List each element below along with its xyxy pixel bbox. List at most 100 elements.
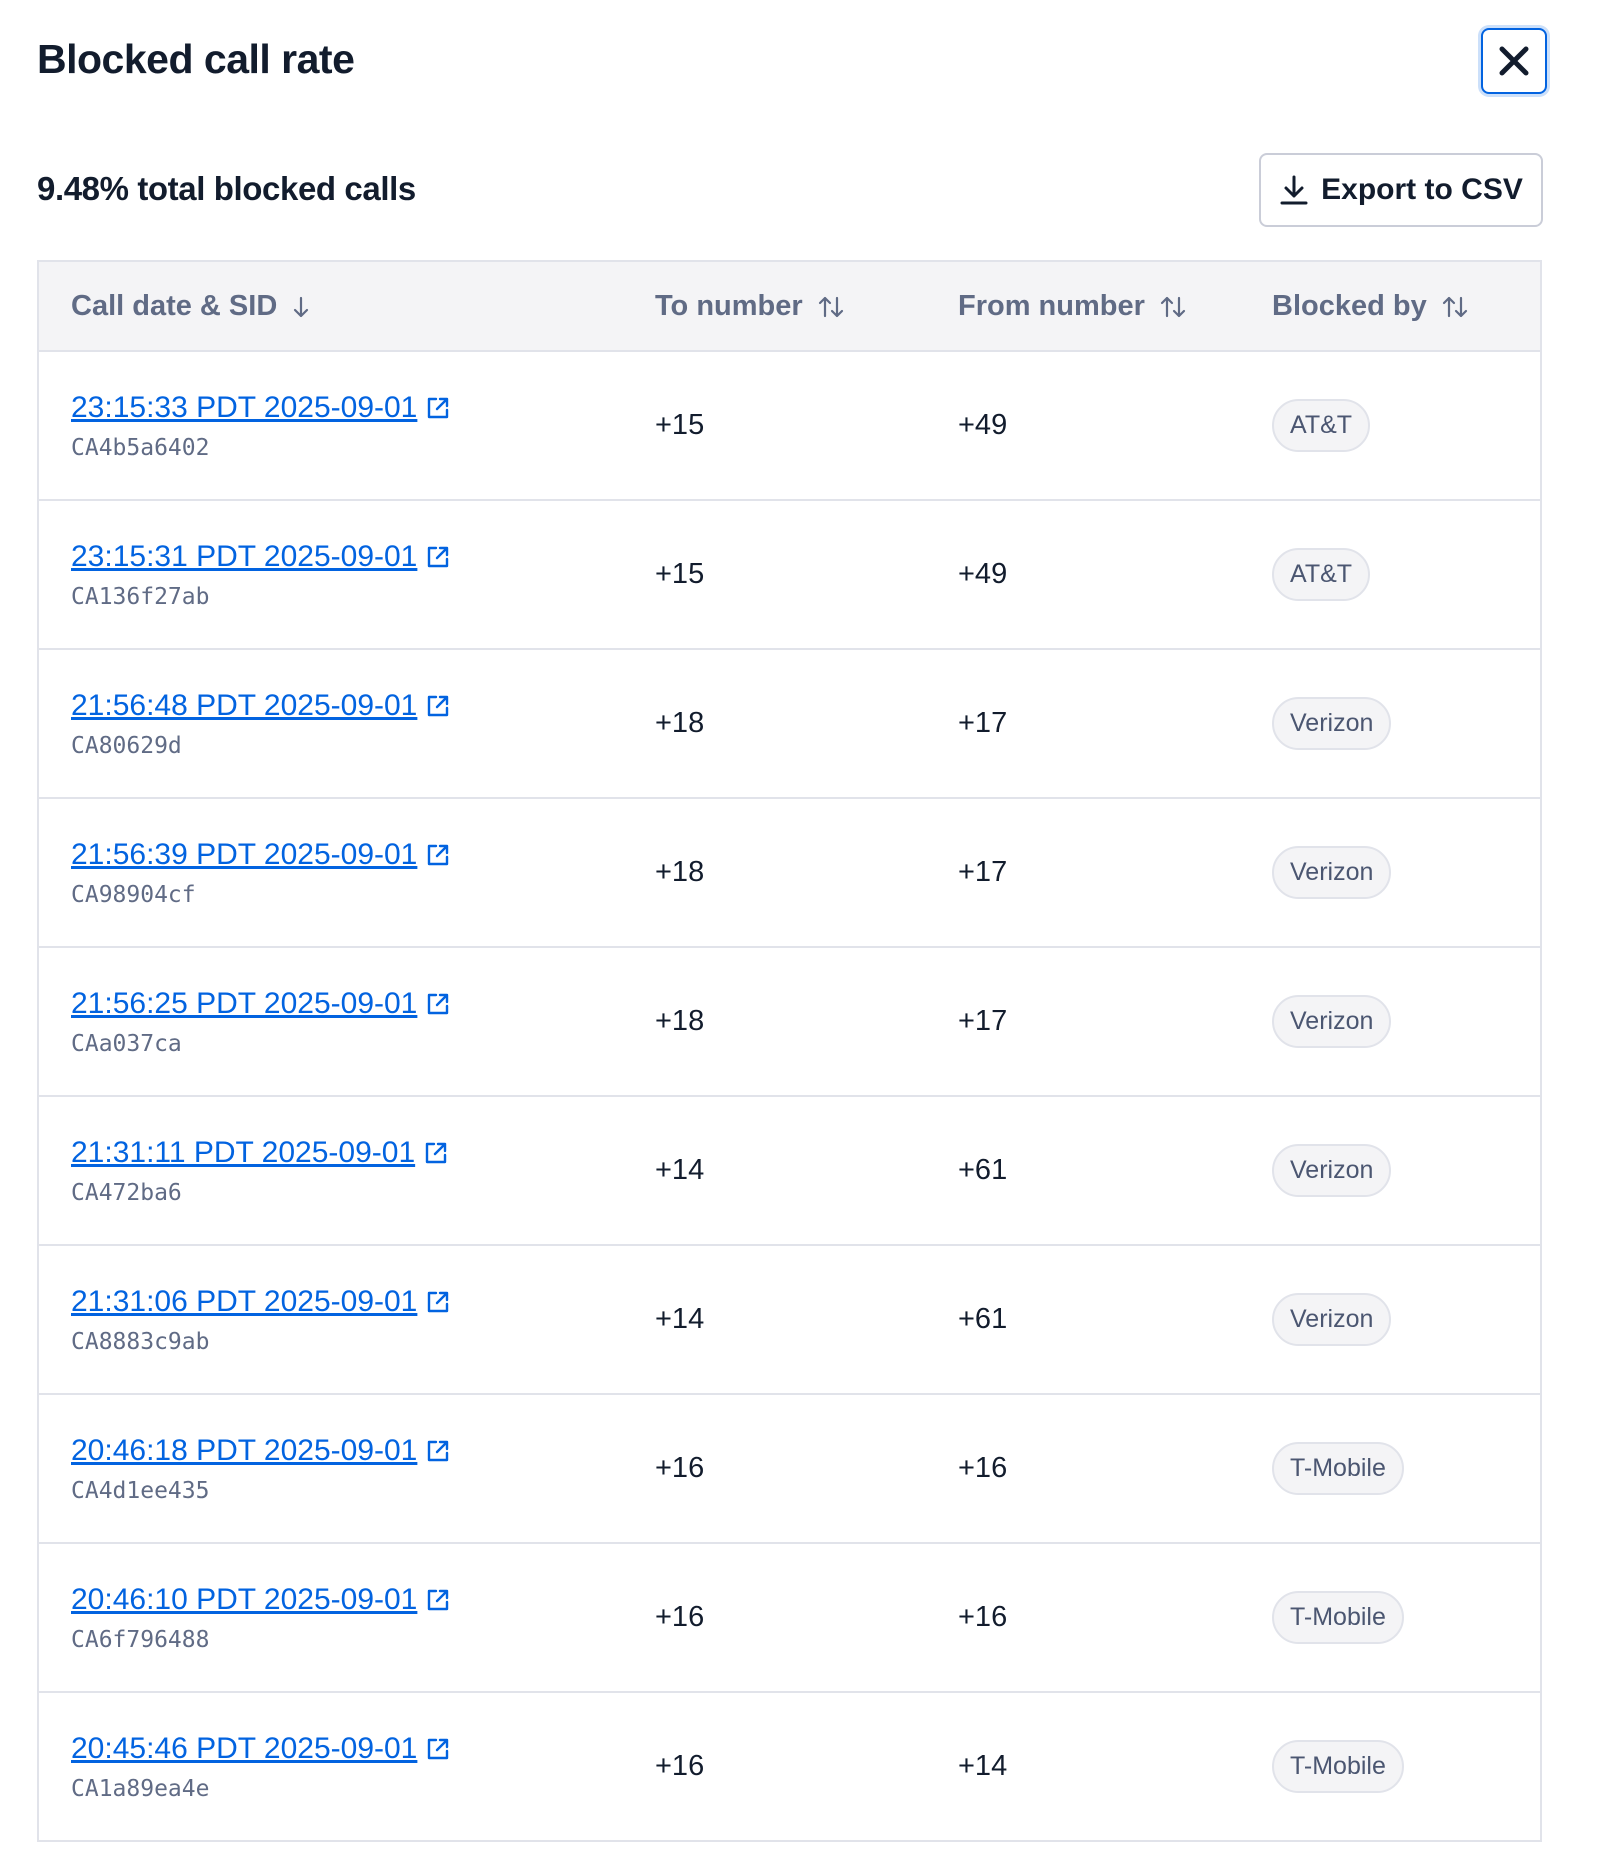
external-link-icon — [428, 844, 449, 865]
close-button[interactable] — [1481, 28, 1547, 94]
call-row: 23:15:33 PDT 2025-09-01 CA4b5a6402 +15 +49 A… — [38, 351, 1541, 501]
column-header[interactable]: From number — [958, 261, 1272, 352]
call-row: 21:56:48 PDT 2025-09-01 CA80629d +18 +17 Ver… — [38, 649, 1541, 799]
from-number: +61 — [958, 1245, 1272, 1395]
external-link-icon — [428, 1589, 449, 1610]
call-link[interactable]: 21:56:39 PDT 2025-09-01 — [71, 838, 451, 872]
sort-control[interactable] — [1159, 295, 1187, 319]
call-sid: CAa037ca — [71, 1030, 182, 1057]
call-row: 21:56:39 PDT 2025-09-01 CA98904cf +18 +17 Ve… — [38, 798, 1541, 948]
carrier-badge: T-Mobile — [1272, 1442, 1404, 1495]
call-row: 20:46:18 PDT 2025-09-01 CA4d1ee435 +16 +16 T… — [38, 1394, 1541, 1544]
sort-icon — [818, 296, 843, 317]
column-header[interactable]: Blocked by — [1272, 261, 1541, 352]
to-number: +16 — [655, 1394, 958, 1544]
call-row: 23:15:31 PDT 2025-09-01 CA136f27ab +15 +49 A… — [38, 500, 1541, 650]
call-date: 21:56:39 PDT 2025-09-01 — [71, 837, 418, 871]
from-number: +16 — [958, 1394, 1272, 1544]
call-link[interactable]: 20:46:18 PDT 2025-09-01 — [71, 1434, 451, 1468]
summary: 9.48% total blocked calls — [37, 170, 416, 207]
sort-desc-icon — [294, 296, 309, 317]
call-cell: 21:56:39 PDT 2025-09-01 CA98904cf — [38, 798, 655, 948]
blocked-cell: T-Mobile — [1272, 1543, 1541, 1693]
call-sid: CA4d1ee435 — [71, 1477, 210, 1504]
call-row: 20:46:10 PDT 2025-09-01 CA6f796488 +16 +16 T… — [38, 1543, 1541, 1693]
external-link-icon — [428, 1440, 449, 1461]
calls-table: Call date & SID To number From number Block… — [37, 260, 1542, 1842]
carrier-badge: T-Mobile — [1272, 1740, 1404, 1793]
call-date: 21:31:06 PDT 2025-09-01 — [71, 1284, 418, 1318]
blocked-cell: Verizon — [1272, 1096, 1541, 1246]
call-row: 21:56:25 PDT 2025-09-01 CAa037ca +18 +17 Ver… — [38, 947, 1541, 1097]
external-link-icon — [428, 1291, 449, 1312]
to-number: +18 — [655, 947, 958, 1097]
call-cell: 21:56:25 PDT 2025-09-01 CAa037ca — [38, 947, 655, 1097]
call-date: 23:15:33 PDT 2025-09-01 — [71, 390, 418, 424]
from-number: +49 — [958, 500, 1272, 650]
carrier-badge: AT&T — [1272, 548, 1371, 601]
from-number: +61 — [958, 1096, 1272, 1246]
to-number: +18 — [655, 649, 958, 799]
call-date: 21:56:25 PDT 2025-09-01 — [71, 986, 418, 1020]
call-cell: 21:31:11 PDT 2025-09-01 CA472ba6 — [38, 1096, 655, 1246]
blocked-cell: Verizon — [1272, 798, 1541, 948]
from-number: +49 — [958, 351, 1272, 501]
carrier-badge: AT&T — [1272, 399, 1371, 452]
call-cell: 20:46:10 PDT 2025-09-01 CA6f796488 — [38, 1543, 655, 1693]
from-number: +16 — [958, 1543, 1272, 1693]
call-link[interactable]: 21:56:25 PDT 2025-09-01 — [71, 987, 451, 1021]
from-number: +17 — [958, 649, 1272, 799]
call-link[interactable]: 21:31:06 PDT 2025-09-01 — [71, 1285, 451, 1319]
column-header[interactable]: Call date & SID — [38, 261, 655, 352]
table-body: 23:15:33 PDT 2025-09-01 CA4b5a6402 +15 +49 A… — [38, 351, 1541, 1842]
carrier-badge: Verizon — [1272, 697, 1392, 750]
call-sid: CA4b5a6402 — [71, 434, 210, 461]
sort-control[interactable] — [817, 295, 845, 319]
call-date: 21:56:48 PDT 2025-09-01 — [71, 688, 418, 722]
to-number: +15 — [655, 351, 958, 501]
call-link[interactable]: 23:15:33 PDT 2025-09-01 — [71, 391, 451, 425]
call-row: 21:31:06 PDT 2025-09-01 CA8883c9ab +14 +61 V… — [38, 1245, 1541, 1395]
call-link[interactable]: 20:46:10 PDT 2025-09-01 — [71, 1583, 451, 1617]
blocked-cell: Verizon — [1272, 649, 1541, 799]
call-sid: CA80629d — [71, 732, 182, 759]
call-link[interactable]: 21:56:48 PDT 2025-09-01 — [71, 689, 451, 723]
call-row: 20:45:46 PDT 2025-09-01 CA1a89ea4e +16 +14 T… — [38, 1692, 1541, 1842]
from-number: +17 — [958, 798, 1272, 948]
column-header[interactable]: To number — [655, 261, 958, 352]
sort-icon — [1442, 296, 1467, 317]
sort-icon — [1160, 296, 1186, 317]
export-button[interactable]: Export to CSV — [1259, 153, 1543, 227]
external-link-icon — [428, 1738, 449, 1759]
call-sid: CA1a89ea4e — [71, 1775, 210, 1802]
blocked-cell: AT&T — [1272, 500, 1541, 650]
external-link-icon — [428, 397, 449, 418]
blocked-cell: Verizon — [1272, 1245, 1541, 1395]
call-link[interactable]: 21:31:11 PDT 2025-09-01 — [71, 1136, 449, 1170]
download-icon — [1280, 175, 1308, 205]
to-number: +14 — [655, 1096, 958, 1246]
call-link[interactable]: 23:15:31 PDT 2025-09-01 — [71, 540, 451, 574]
call-cell: 21:31:06 PDT 2025-09-01 CA8883c9ab — [38, 1245, 655, 1395]
sort-control[interactable] — [291, 295, 311, 319]
call-date: 20:45:46 PDT 2025-09-01 — [71, 1731, 418, 1765]
call-sid: CA6f796488 — [71, 1626, 210, 1653]
carrier-badge: Verizon — [1272, 995, 1392, 1048]
call-cell: 21:56:48 PDT 2025-09-01 CA80629d — [38, 649, 655, 799]
to-number: +15 — [655, 500, 958, 650]
call-sid: CA98904cf — [71, 881, 196, 908]
call-cell: 23:15:31 PDT 2025-09-01 CA136f27ab — [38, 500, 655, 650]
carrier-badge: Verizon — [1272, 1144, 1392, 1197]
call-sid: CA136f27ab — [71, 583, 210, 610]
blocked-cell: AT&T — [1272, 351, 1541, 501]
export-label: Export to CSV — [1321, 173, 1523, 206]
sort-control[interactable] — [1441, 295, 1469, 319]
header-row: Call date & SID To number From number Block… — [38, 261, 1541, 352]
call-date: 23:15:31 PDT 2025-09-01 — [71, 539, 418, 573]
external-link-icon — [428, 993, 449, 1014]
to-number: +16 — [655, 1543, 958, 1693]
call-cell: 23:15:33 PDT 2025-09-01 CA4b5a6402 — [38, 351, 655, 501]
call-sid: CA472ba6 — [71, 1179, 182, 1206]
call-link[interactable]: 20:45:46 PDT 2025-09-01 — [71, 1732, 451, 1766]
blocked-cell: Verizon — [1272, 947, 1541, 1097]
